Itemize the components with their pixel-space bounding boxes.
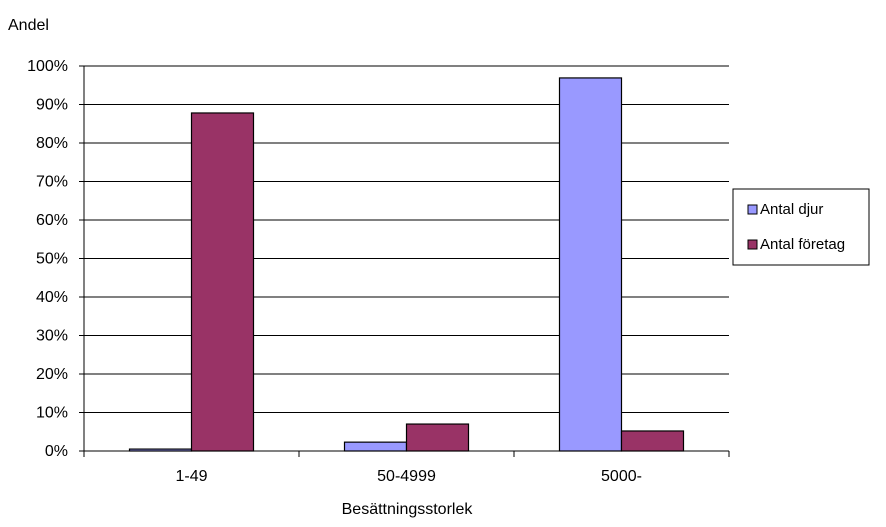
y-tick-label: 10% bbox=[36, 405, 68, 422]
bar-antal-djur bbox=[343, 441, 408, 452]
legend-label: Antal djur bbox=[760, 201, 823, 218]
x-tick-label: 1-49 bbox=[175, 468, 207, 485]
bar-antal-f-retag bbox=[405, 423, 470, 452]
legend: Antal djur Antal företag bbox=[732, 188, 870, 266]
y-tick-labels: 0% 10% 20% 30% 40% 50% 60% 70% 80% 90% 100% bbox=[27, 58, 68, 460]
y-tick-label: 60% bbox=[36, 212, 68, 229]
y-tick-label: 30% bbox=[36, 328, 68, 345]
y-tick-label: 0% bbox=[45, 443, 68, 460]
x-tick-label: 50-4999 bbox=[377, 468, 436, 485]
y-tick-label: 80% bbox=[36, 135, 68, 152]
bar-antal-f-retag bbox=[190, 112, 255, 452]
legend-label: Antal företag bbox=[760, 236, 845, 253]
y-tick-label: 70% bbox=[36, 174, 68, 191]
gridlines bbox=[84, 65, 729, 413]
y-tick-label: 20% bbox=[36, 366, 68, 383]
legend-box bbox=[732, 188, 870, 266]
legend-swatch bbox=[747, 239, 758, 250]
bar-antal-djur bbox=[558, 77, 623, 452]
x-tick-labels: 1-49 50-4999 5000- bbox=[175, 468, 641, 485]
y-tick-label: 40% bbox=[36, 289, 68, 306]
y-tick-label: 100% bbox=[27, 58, 68, 75]
legend-swatch bbox=[747, 204, 758, 215]
y-tick-label: 90% bbox=[36, 97, 68, 114]
x-axis-title: Besättningsstorlek bbox=[342, 501, 474, 518]
y-tick-label: 50% bbox=[36, 251, 68, 268]
y-axis-title: Andel bbox=[8, 17, 49, 34]
x-tick-label: 5000- bbox=[601, 468, 642, 485]
bar-antal-f-retag bbox=[620, 430, 685, 452]
axes bbox=[79, 65, 730, 457]
bars bbox=[128, 77, 685, 452]
